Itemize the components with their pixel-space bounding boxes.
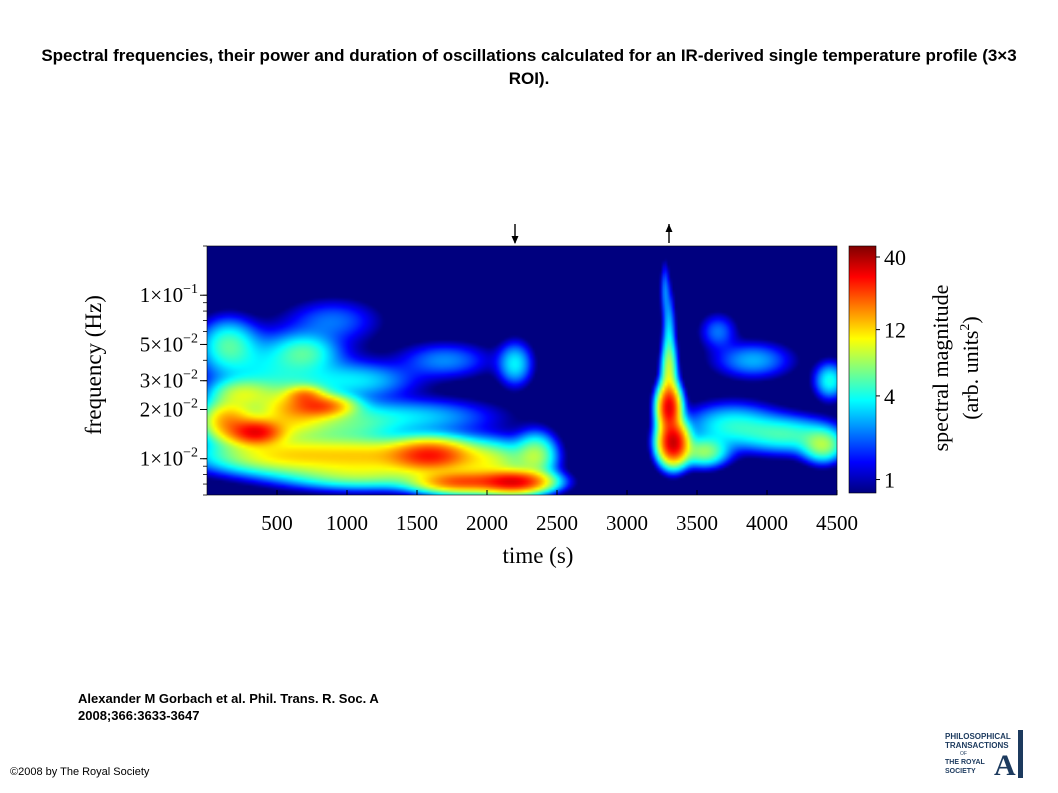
y-axis-ticks: 1×10−22×10−23×10−25×10−21×10−1 <box>140 245 207 496</box>
logo-side-bar <box>1018 730 1023 778</box>
colorbar-tick-label: 40 <box>884 245 906 270</box>
x-axis-label: time (s) <box>503 543 574 568</box>
y-axis-label: frequency (Hz) <box>81 295 106 435</box>
y-tick-mantissa: 3×10 <box>140 369 183 393</box>
x-axis-ticks: 500 1000 1500 2000 2500 3000 3500 4000 4500 <box>261 490 858 535</box>
citation-volume: 2008;366:3633-3647 <box>78 708 200 723</box>
colorbar-tick-label: 12 <box>884 318 906 343</box>
y-tick-mantissa: 1×10 <box>140 283 183 307</box>
colorbar-ticks: 40 12 4 1 <box>876 245 906 493</box>
logo-line-of: OF <box>960 751 967 757</box>
logo-letter-a: A <box>994 749 1016 778</box>
y-tick-label: 2×10−2 <box>140 397 198 422</box>
colorbar-unit-main: (arb. units <box>958 331 983 420</box>
y-tick-mantissa: 2×10 <box>140 398 183 422</box>
colorbar-unit-sup: 2 <box>958 324 973 331</box>
logo-line-philosophical: PHILOSOPHICAL <box>945 732 1011 741</box>
colorbar-label-line1: spectral magnitude <box>928 285 953 452</box>
up-arrow-marker <box>665 224 673 243</box>
citation: Alexander M Gorbach et al. Phil. Trans. … <box>78 690 498 724</box>
colorbar-tick-label: 1 <box>884 468 895 493</box>
heatmap-image <box>207 246 837 495</box>
x-tick-label: 4000 <box>746 511 788 535</box>
y-tick-exponent: −2 <box>183 397 198 412</box>
x-tick-label: 2500 <box>536 511 578 535</box>
y-tick-label: 5×10−2 <box>140 331 198 356</box>
x-tick-label: 2000 <box>466 511 508 535</box>
colorbar-unit-label: (arb. units2) <box>958 316 983 420</box>
y-tick-label: 1×10−1 <box>140 282 198 307</box>
logo-line-society: SOCIETY <box>945 768 976 775</box>
y-tick-label: 1×10−2 <box>140 446 198 471</box>
slide-title: Spectral frequencies, their power and du… <box>41 46 1017 88</box>
y-tick-mantissa: 5×10 <box>140 332 183 356</box>
y-tick-exponent: −2 <box>183 446 198 461</box>
y-tick-mantissa: 1×10 <box>140 447 183 471</box>
colorbar-unit-end: ) <box>958 316 983 323</box>
x-tick-label: 1000 <box>326 511 368 535</box>
colorbar-tick-label: 4 <box>884 384 895 409</box>
y-tick-label: 3×10−2 <box>140 368 198 393</box>
down-arrow-marker <box>511 224 519 244</box>
x-tick-label: 3500 <box>676 511 718 535</box>
x-tick-label: 3000 <box>606 511 648 535</box>
y-tick-exponent: −2 <box>183 331 198 346</box>
x-tick-label: 500 <box>261 511 293 535</box>
y-tick-exponent: −2 <box>183 368 198 383</box>
plot-frame <box>206 245 838 496</box>
colorbar-label: spectral magnitude <box>928 285 953 452</box>
journal-logo: PHILOSOPHICAL TRANSACTIONS OF THE ROYAL … <box>945 730 1023 778</box>
x-tick-label: 4500 <box>816 511 858 535</box>
time-markers <box>511 224 673 244</box>
copyright-notice: ©2008 by The Royal Society <box>10 766 150 778</box>
logo-line-the-royal: THE ROYAL <box>945 759 986 766</box>
x-tick-label: 1500 <box>396 511 438 535</box>
logo-line-transactions: TRANSACTIONS <box>945 741 1009 750</box>
y-tick-exponent: −1 <box>183 282 198 297</box>
colorbar <box>848 245 877 494</box>
citation-authors: Alexander M Gorbach et al. Phil. Trans. … <box>78 691 379 706</box>
